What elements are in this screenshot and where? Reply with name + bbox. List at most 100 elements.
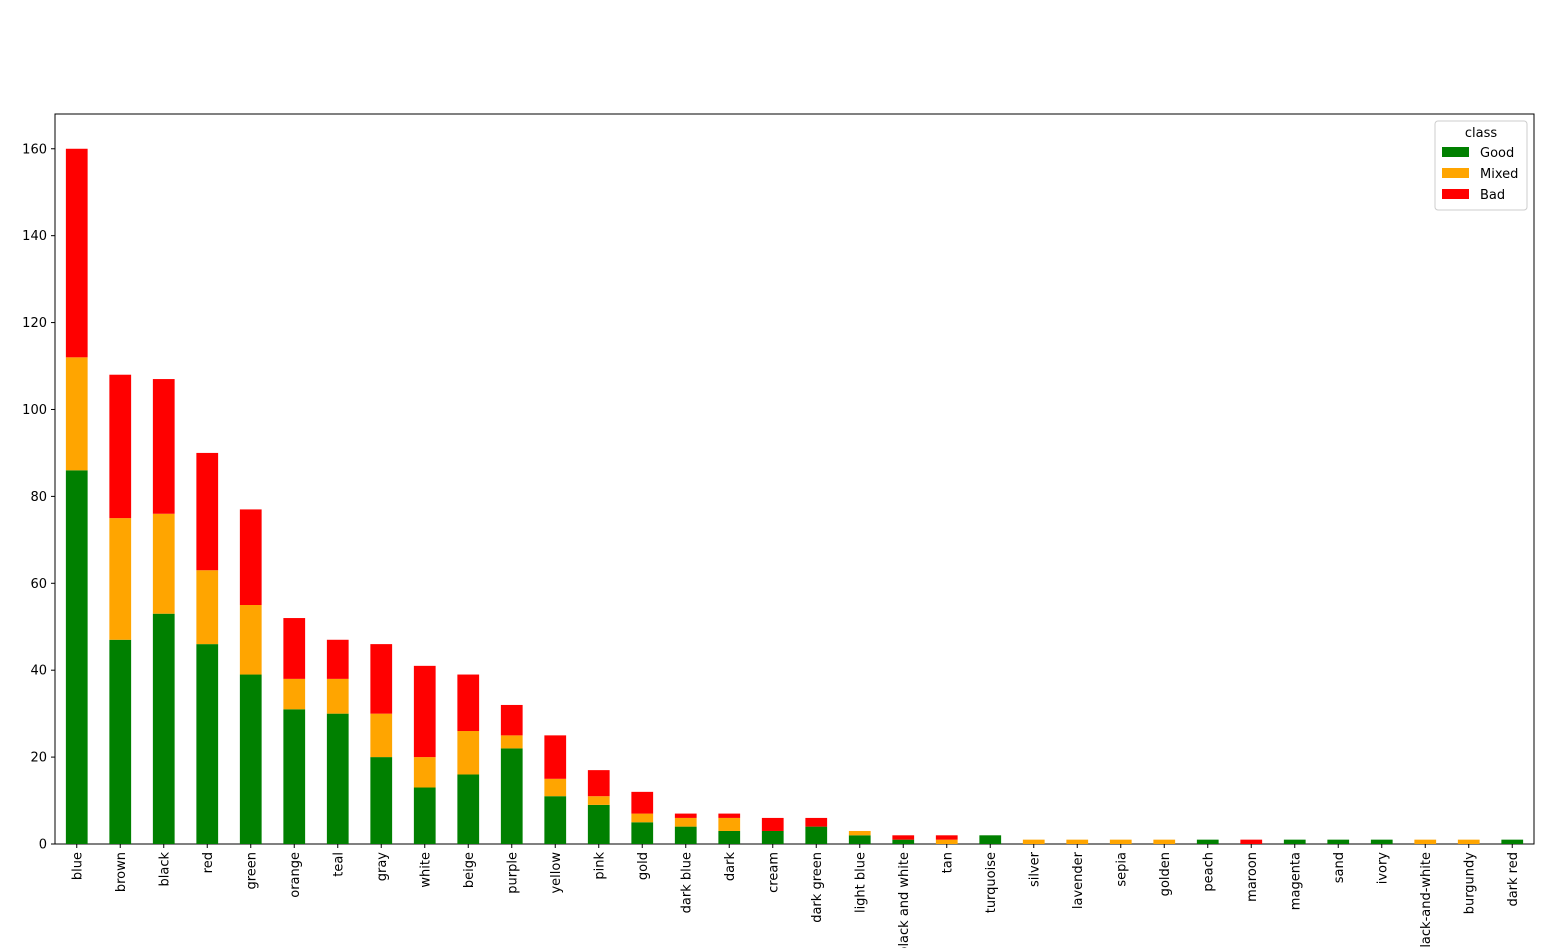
x-tick-label: pink — [592, 852, 607, 880]
bar-segment — [1327, 839, 1350, 844]
bar-segment — [587, 804, 610, 844]
bar-segment — [1457, 839, 1480, 844]
x-tick-label: dark red — [1506, 852, 1521, 907]
bar-segment — [413, 757, 436, 788]
x-tick-label: silver — [1027, 851, 1042, 887]
bar-segment — [370, 757, 393, 844]
bar-segment — [109, 639, 132, 844]
bar-segment — [500, 704, 523, 736]
legend-label: Mixed — [1480, 167, 1518, 182]
bar-segment — [631, 822, 654, 844]
bar-segment — [631, 813, 654, 823]
bar-segment — [152, 613, 175, 844]
x-tick-label: black-and-white — [1419, 852, 1434, 948]
bar-segment — [500, 735, 523, 749]
bar-segment — [65, 357, 88, 471]
bar-segment — [457, 674, 480, 732]
bar-segment — [326, 639, 349, 679]
x-tick-label: dark — [723, 852, 738, 882]
bar-segment — [283, 709, 306, 844]
bar-segment — [1414, 839, 1437, 844]
x-tick-label: yellow — [549, 852, 564, 894]
bar-segment — [674, 813, 697, 818]
bar-segment — [1153, 839, 1176, 844]
bar-segment — [1283, 839, 1306, 844]
bar-segment — [805, 817, 828, 827]
bar-segment — [283, 618, 306, 679]
x-tick-label: orange — [288, 852, 303, 898]
bar-segment — [239, 605, 262, 675]
bar-segment — [370, 713, 393, 758]
bar-segment — [544, 735, 567, 779]
bar-segment — [718, 817, 741, 831]
x-tick-label: sepia — [1114, 852, 1129, 887]
bar-segment — [1066, 839, 1089, 844]
x-tick-label: burgundy — [1462, 852, 1477, 915]
bar-segment — [718, 830, 741, 844]
bar-segment — [544, 796, 567, 844]
bar-segment — [413, 665, 436, 758]
plot-frame — [54, 113, 1535, 845]
legend-label: Bad — [1480, 188, 1505, 203]
x-tick-label: light blue — [853, 852, 868, 913]
bar-segment — [500, 748, 523, 844]
legend-swatch — [1442, 168, 1469, 178]
bar-segment — [1109, 839, 1132, 844]
x-tick-label: brown — [114, 852, 129, 892]
bar-segment — [805, 826, 828, 844]
bar-segment — [674, 817, 697, 827]
bar-segment — [848, 835, 871, 844]
y-tick-label: 140 — [22, 229, 47, 244]
bar-segment — [152, 379, 175, 514]
legend-title: class — [1465, 126, 1497, 141]
x-tick-label: turquoise — [984, 852, 999, 913]
bar-segment — [413, 787, 436, 844]
bar-segment — [1240, 839, 1263, 844]
bar-segment — [674, 826, 697, 844]
bar-segment — [152, 513, 175, 614]
bar-segment — [326, 678, 349, 714]
x-tick-label: black and white — [897, 852, 912, 948]
x-tick-label: teal — [331, 852, 346, 877]
bar-segment — [718, 813, 741, 818]
x-tick-label: sand — [1332, 852, 1347, 883]
x-tick-label: black — [157, 852, 172, 887]
bar-segment — [1022, 839, 1045, 844]
x-tick-label: dark blue — [679, 852, 694, 913]
bar-segment — [587, 770, 610, 797]
bar-segment — [1370, 839, 1393, 844]
bar-segment — [457, 731, 480, 775]
x-tick-label: gray — [375, 852, 390, 882]
x-tick-label: red — [201, 852, 216, 873]
legend-swatch — [1442, 189, 1469, 199]
y-tick-label: 0 — [39, 838, 47, 853]
bar-segment — [935, 835, 958, 840]
bar-segment — [109, 374, 132, 519]
bar-segment — [892, 835, 915, 840]
bar-segment — [239, 674, 262, 844]
x-tick-label: cream — [766, 852, 781, 893]
bar-segment — [544, 778, 567, 797]
bar-segment — [761, 817, 784, 831]
bar-segment — [65, 470, 88, 844]
bar-segment — [65, 148, 88, 358]
bar-segment — [196, 644, 219, 844]
y-tick-label: 160 — [22, 142, 47, 157]
x-tick-label: gold — [636, 852, 651, 880]
bar-segment — [109, 518, 132, 640]
bar-segment — [761, 830, 784, 844]
y-tick-label: 40 — [30, 664, 47, 679]
x-tick-label: peach — [1201, 852, 1216, 892]
y-tick-label: 20 — [30, 751, 47, 766]
legend-label: Good — [1480, 146, 1514, 161]
bar-segment — [196, 452, 219, 571]
y-tick-label: 80 — [30, 490, 47, 505]
bar-segment — [370, 644, 393, 714]
x-tick-label: golden — [1158, 852, 1173, 896]
bar-segment — [326, 713, 349, 844]
x-tick-label: maroon — [1245, 852, 1260, 902]
x-tick-label: tan — [940, 852, 955, 873]
x-tick-label: white — [418, 852, 433, 888]
x-tick-label: beige — [462, 852, 477, 888]
